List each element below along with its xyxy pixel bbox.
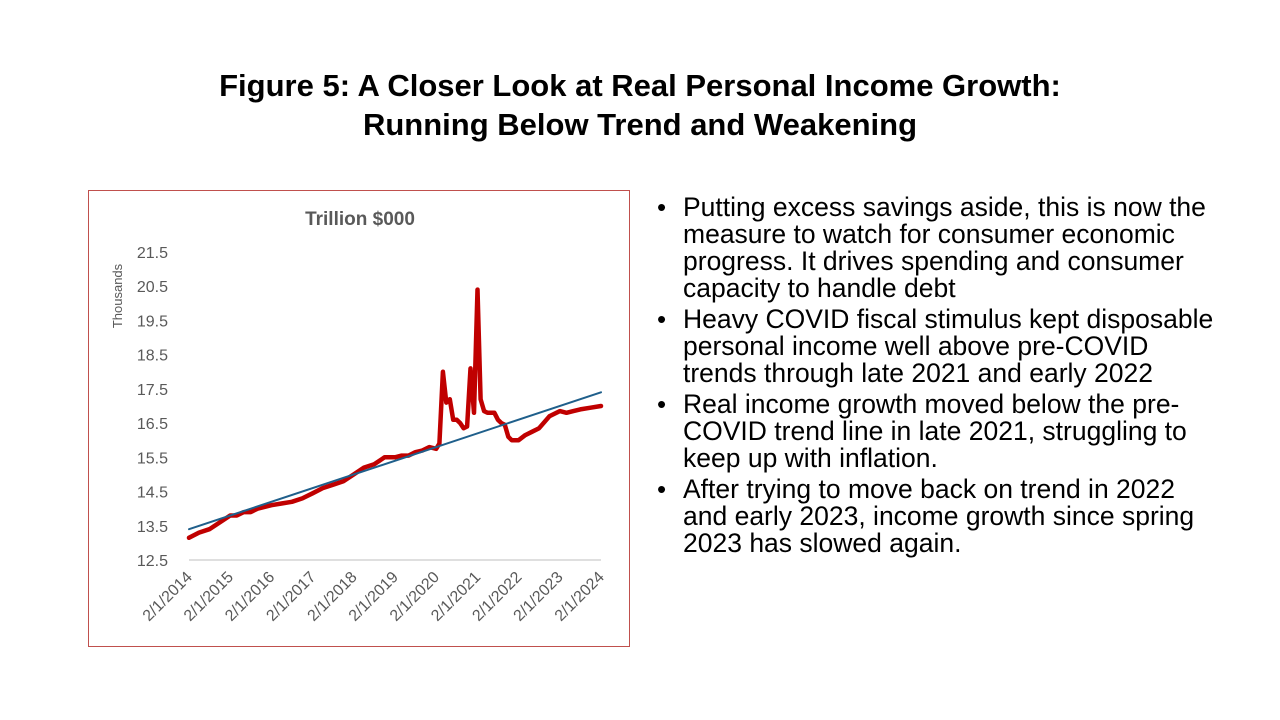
series-layer bbox=[186, 287, 604, 541]
bullet-text: Heavy COVID fiscal stimulus kept disposa… bbox=[683, 304, 1214, 388]
y-tick-label: 19.5 bbox=[137, 313, 168, 330]
bullet-dot-icon: • bbox=[657, 389, 667, 419]
y-tick-label: 13.5 bbox=[137, 519, 168, 536]
y-tick-label: 17.5 bbox=[137, 382, 168, 399]
chart-frame: Trillion $000 Thousands 21.5 20.5 19.5 18.5… bbox=[88, 190, 630, 647]
trend-line bbox=[188, 391, 602, 531]
bullet-item: • Real income growth moved below the pre-… bbox=[655, 391, 1215, 472]
slide-title-line-2: Running Below Trend and Weakening bbox=[362, 107, 918, 142]
y-tick-label: 12.5 bbox=[137, 553, 168, 570]
y-axis-ticks: 21.5 20.5 19.5 18.5 17.5 16.5 15.5 14.5 13.5 12.5 bbox=[137, 245, 168, 570]
y-axis-label: Thousands bbox=[110, 263, 125, 328]
y-tick-label: 21.5 bbox=[137, 245, 168, 262]
bullet-text: Real income growth moved below the pre-C… bbox=[683, 389, 1187, 473]
bullet-item: • Heavy COVID fiscal stimulus kept dispos… bbox=[655, 306, 1215, 387]
y-tick-label: 15.5 bbox=[137, 450, 168, 467]
bullet-item: • Putting excess savings aside, this is n… bbox=[655, 194, 1215, 302]
income-chart: Trillion $000 Thousands 21.5 20.5 19.5 18.5… bbox=[110, 209, 608, 625]
income-series-line bbox=[186, 287, 604, 541]
chart-title: Trillion $000 bbox=[305, 209, 415, 230]
bullet-list: • Putting excess savings aside, this is n… bbox=[655, 194, 1215, 561]
y-tick-label: 14.5 bbox=[137, 485, 168, 502]
bullet-dot-icon: • bbox=[657, 474, 667, 504]
y-tick-label: 20.5 bbox=[137, 279, 168, 296]
bullet-dot-icon: • bbox=[657, 304, 667, 334]
bullet-dot-icon: • bbox=[657, 192, 667, 222]
bullet-text: Putting excess savings aside, this is no… bbox=[683, 192, 1206, 303]
y-tick-label: 16.5 bbox=[137, 416, 168, 433]
slide-title: Figure 5: A Closer Look at Real Personal… bbox=[0, 66, 1280, 144]
slide-title-line-1: Figure 5: A Closer Look at Real Personal… bbox=[219, 68, 1061, 103]
bullet-text: After trying to move back on trend in 20… bbox=[683, 474, 1195, 558]
x-axis-ticks: 2/1/20142/1/20152/1/20162/1/20172/1/2018… bbox=[140, 569, 608, 625]
y-tick-label: 18.5 bbox=[137, 348, 168, 365]
bullet-item: • After trying to move back on trend in 2… bbox=[655, 476, 1215, 557]
